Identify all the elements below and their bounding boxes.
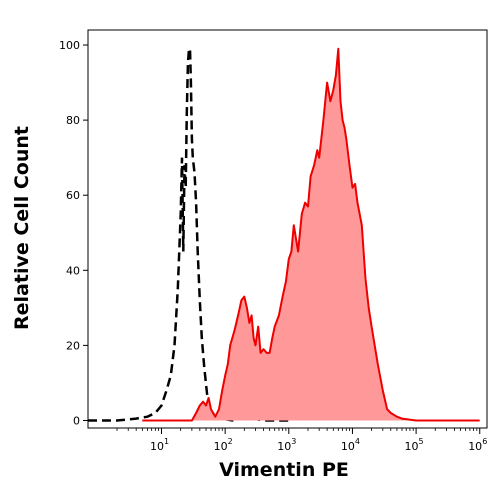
x-tick-label: 103 <box>277 437 296 453</box>
series-0-line <box>88 47 289 422</box>
x-tick-label: 102 <box>214 437 233 453</box>
y-axis-title: Relative Cell Count <box>11 126 33 330</box>
x-tick-label: 101 <box>150 437 169 453</box>
x-tick-label: 106 <box>468 437 487 453</box>
y-tick-label: 20 <box>66 339 80 352</box>
y-tick-label: 100 <box>59 39 80 52</box>
y-tick-label: 40 <box>66 264 80 277</box>
series-1-line <box>142 47 480 422</box>
plot-area <box>88 47 480 422</box>
y-tick-label: 0 <box>73 414 80 427</box>
y-tick-label: 60 <box>66 189 80 202</box>
x-tick-label: 104 <box>341 437 360 453</box>
axes: 0 20 40 60 80 100 101 102 103 104 105 106 <box>59 29 488 453</box>
x-axis-title: Vimentin PE <box>219 459 349 481</box>
plot-frame <box>87 29 488 429</box>
x-tick-label: 105 <box>405 437 424 453</box>
series-1-fill <box>142 48 480 421</box>
y-tick-label: 80 <box>66 114 80 127</box>
